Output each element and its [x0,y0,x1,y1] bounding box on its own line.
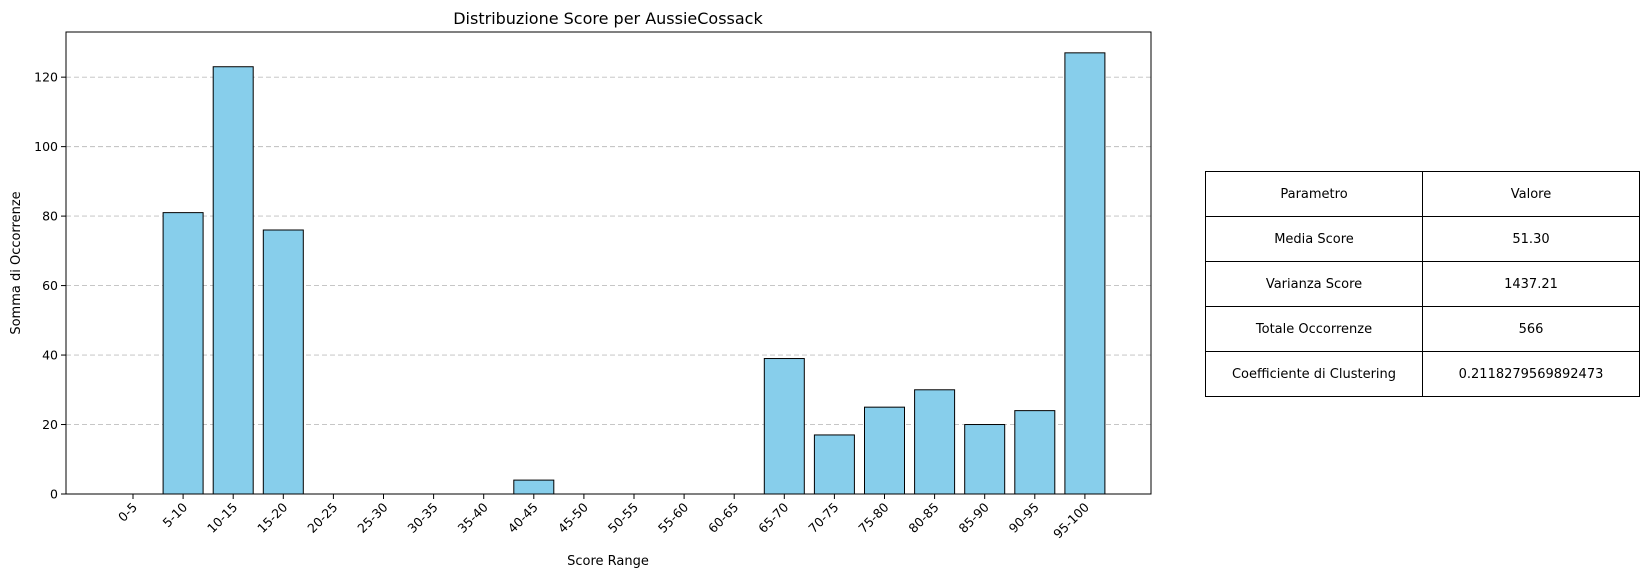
bar [212,66,254,495]
table-cell-parameter: Coefficiente di Clustering [1205,351,1423,397]
table-row: Media Score 51.30 [1205,216,1640,262]
bar [813,434,855,495]
x-tick-label: 50-55 [605,500,641,536]
y-tick-label: 0 [50,487,58,502]
table-cell-value: 0.2118279569892473 [1422,351,1640,397]
x-tick-label: 65-70 [755,499,791,535]
x-axis-label: Score Range [567,554,649,569]
table-header-cell: Valore [1422,171,1640,217]
bar [964,424,1006,495]
x-tick-label: 60-65 [705,500,741,536]
table-row: Totale Occorrenze 566 [1205,306,1640,352]
bar [1014,410,1056,495]
plot-frame [65,31,1152,495]
x-tick-label: 70-75 [805,500,841,536]
bar [162,212,204,495]
y-tick-label: 40 [42,348,58,363]
x-tick-label: 40-45 [505,500,541,536]
y-axis-ticks: 0 20 40 60 80 100 120 [34,70,66,502]
bar [763,358,805,495]
y-tick-label: 20 [42,417,58,432]
bar [262,229,304,495]
y-tick-label: 60 [42,278,58,293]
table-cell-parameter: Totale Occorrenze [1205,306,1423,352]
table-row: Varianza Score 1437.21 [1205,261,1640,307]
y-axis-label: Somma di Occorrenze [9,191,24,334]
table-header-cell: Parametro [1205,171,1423,217]
x-tick-label: 85-90 [956,499,992,535]
table-row: Coefficiente di Clustering 0.21182795698… [1205,351,1640,397]
x-axis-ticks: 0-5 5-10 10-15 15-20 20-25 25-30 30-35 35-40 40-… [115,494,1092,541]
y-tick-label: 120 [34,70,58,85]
x-tick-label: 5-10 [160,499,191,530]
chart-title: Distribuzione Score per AussieCossack [453,9,763,28]
table-cell-value: 51.30 [1422,216,1640,262]
bar [914,389,956,495]
x-tick-label: 95-100 [1050,499,1092,541]
x-tick-label: 10-15 [204,500,240,536]
x-tick-label: 80-85 [905,500,941,536]
bar [513,479,555,495]
x-tick-label: 45-50 [555,499,591,535]
table-cell-parameter: Varianza Score [1205,261,1423,307]
x-tick-label: 75-80 [855,499,891,535]
x-tick-label: 90-95 [1006,500,1042,536]
table-header-row: Parametro Valore [1205,171,1640,217]
x-tick-label: 25-30 [354,499,390,535]
x-tick-label: 55-60 [655,499,691,535]
x-tick-label: 30-35 [404,500,440,536]
x-tick-label: 20-25 [304,500,340,536]
y-tick-label: 80 [42,209,58,224]
parameter-table: Parametro Valore Media Score 51.30 Varia… [1205,171,1640,397]
table-cell-parameter: Media Score [1205,216,1423,262]
y-tick-label: 100 [34,139,58,154]
bars [162,52,1106,495]
bar [1064,52,1106,495]
table-cell-value: 1437.21 [1422,261,1640,307]
table-cell-value: 566 [1422,306,1640,352]
bar [864,406,905,495]
x-tick-label: 0-5 [115,500,140,525]
x-tick-label: 35-40 [455,499,491,535]
x-tick-label: 15-20 [254,499,290,535]
